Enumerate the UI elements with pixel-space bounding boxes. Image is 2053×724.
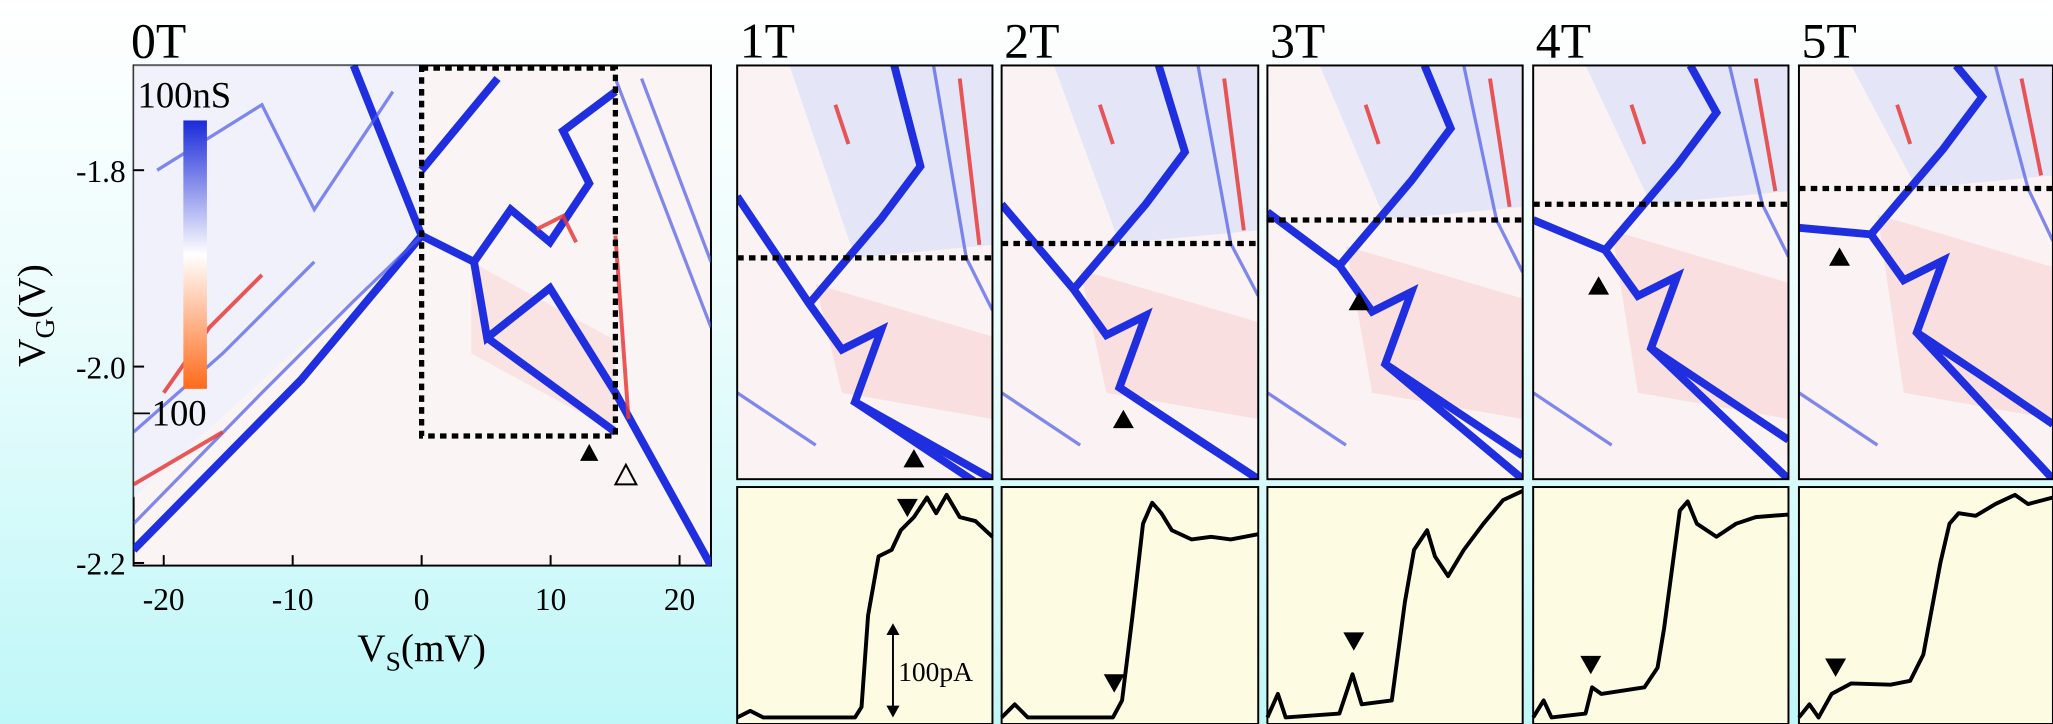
map-ridge — [1001, 391, 1082, 447]
map-ridge — [1629, 104, 1647, 145]
current-panel — [1000, 486, 1260, 724]
y-tick-label: -2.2 — [76, 547, 126, 582]
map-ridge — [737, 391, 817, 447]
map-ridge — [1336, 65, 1456, 269]
conductance-map — [737, 65, 993, 480]
map-ridge — [1533, 391, 1613, 447]
map-frame — [1532, 64, 1790, 481]
field-panel: 1T — [736, 14, 994, 724]
map-shade — [1611, 230, 1789, 419]
map-ridge — [1383, 360, 1523, 459]
map-ridge — [1117, 384, 1259, 480]
map-shade — [1345, 246, 1523, 419]
colorbar-min: −100 — [131, 392, 207, 433]
field-label: 2T — [1004, 14, 1059, 69]
current-panel — [1532, 486, 1790, 724]
map-ridge — [1798, 391, 1879, 447]
field-panel: 3T — [1265, 14, 1524, 724]
map-ridge — [1070, 65, 1190, 292]
current-curve — [1000, 500, 1259, 720]
map-ridge — [1097, 104, 1115, 145]
current-curve — [1797, 492, 2053, 720]
field-label: 3T — [1270, 14, 1325, 69]
current-panel — [1797, 486, 2053, 724]
map-ridge — [806, 65, 925, 307]
scale-bar: 100pA — [886, 623, 973, 718]
field-panel: 4T — [1531, 14, 1790, 724]
field-panel: 2T — [1000, 14, 1260, 724]
y-subscript: G — [30, 319, 60, 339]
panel-label: 0T — [131, 14, 186, 69]
map-ridge — [852, 398, 978, 480]
x-tick-label: 0 — [414, 582, 430, 617]
x-subscript: S — [386, 646, 401, 676]
y-tick-label: -2.0 — [76, 350, 126, 385]
y-unit: (V) — [11, 264, 54, 319]
field-label: 5T — [1802, 14, 1857, 69]
conductance-map — [1798, 65, 2053, 480]
x-unit: (mV) — [401, 627, 486, 670]
field-panel: 5T — [1797, 14, 2053, 724]
current-curve — [1531, 499, 1789, 720]
map-ridge — [1267, 391, 1347, 447]
map-ridge — [1895, 104, 1913, 145]
marker-up — [1112, 409, 1134, 429]
map-ridge — [1914, 329, 2053, 428]
y-symbol: V — [11, 339, 54, 367]
current-curve — [736, 492, 994, 720]
y-tick-label: -1.8 — [76, 154, 126, 189]
field-panels: 1T 2T 3T 4T 5T — [736, 14, 2053, 724]
x-tick-label: 10 — [535, 582, 566, 617]
y-ticks: -1.8 -2.0 -2.2 — [76, 154, 145, 582]
x-ticks: -20 -10 0 10 20 — [143, 555, 695, 617]
map-frame — [1000, 64, 1260, 481]
y-axis-label: VG(V) — [11, 264, 60, 367]
marker-down — [896, 498, 918, 518]
marker-up — [903, 449, 925, 468]
field-label: 1T — [740, 14, 795, 69]
map-frame — [1266, 64, 1524, 481]
map-shade — [1877, 214, 2053, 419]
main-map — [132, 64, 712, 567]
marker-up — [1348, 291, 1370, 311]
current-curve — [1265, 489, 1524, 720]
x-symbol: V — [357, 627, 385, 670]
map-ridge — [1648, 344, 1789, 444]
map-ridge — [1867, 65, 1988, 237]
x-tick-label: -10 — [272, 582, 314, 617]
x-axis-label: VS(mV) — [357, 627, 486, 676]
colorbar: 100nS −100 — [131, 74, 231, 433]
field-label: 4T — [1536, 14, 1591, 69]
marker-up — [1829, 247, 1851, 266]
map-ridge — [1222, 78, 1246, 231]
scale-bar-label: 100pA — [898, 657, 973, 687]
map-ridge — [1753, 78, 1778, 192]
conductance-map — [1267, 65, 1523, 480]
marker-down — [1580, 655, 1602, 675]
colorbar-max: 100nS — [138, 74, 232, 115]
map-frame — [736, 64, 994, 481]
map-ridge — [1533, 216, 1789, 480]
x-tick-label: -20 — [143, 582, 185, 617]
map-ridge — [1602, 65, 1722, 253]
map-ridge — [1488, 78, 1512, 208]
x-tick-label: 20 — [664, 582, 695, 617]
marker-down — [1343, 632, 1365, 651]
marker-down — [1825, 658, 1847, 677]
map-ridge — [2019, 78, 2044, 176]
conductance-map — [1533, 65, 1789, 480]
marker-down — [1103, 674, 1125, 693]
map-ridge — [1363, 104, 1381, 145]
map-ridge — [1798, 223, 2053, 480]
map-ridge — [833, 104, 851, 145]
conductance-map — [1001, 65, 1259, 480]
marker-up — [1588, 276, 1610, 295]
map-ridge — [957, 78, 982, 246]
